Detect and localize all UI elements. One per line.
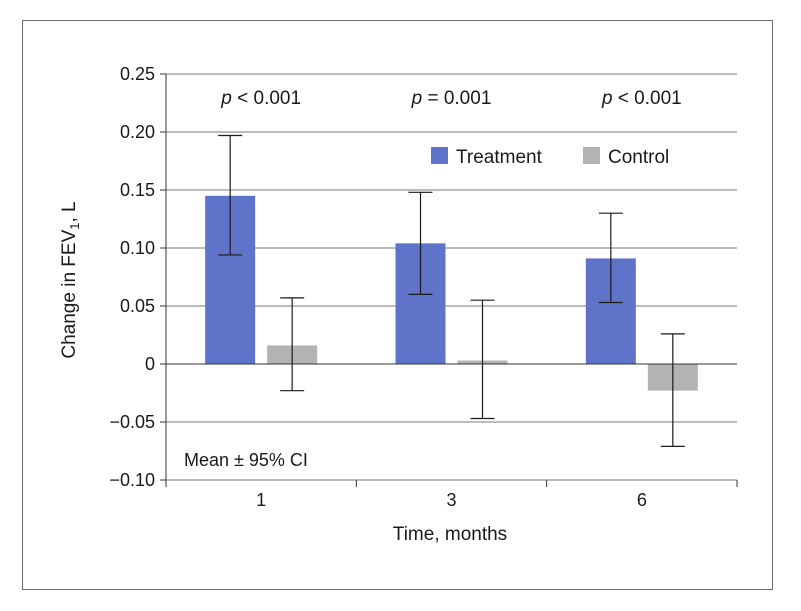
y-tick-label: −0.05 <box>109 412 155 432</box>
legend-swatch-treatment <box>431 147 448 164</box>
axes <box>160 73 738 487</box>
y-tick-label: 0.10 <box>120 238 155 258</box>
y-axis-label: Change in FEV1, L <box>59 201 82 358</box>
p-symbol: p <box>220 88 232 109</box>
p-value-text: < 0.001 <box>613 88 682 109</box>
x-tick-label: 6 <box>637 490 647 510</box>
p-value-annotation: p < 0.001 <box>601 88 682 109</box>
ci-note: Mean ± 95% CI <box>184 450 308 470</box>
p-symbol: p <box>411 88 423 109</box>
chart-frame <box>22 20 773 590</box>
y-tick-label: −0.10 <box>109 470 155 490</box>
p-value-text: = 0.001 <box>422 88 491 109</box>
labels: 0.25 0.20 0.15 0.10 0.05 0 −0.05 −0.10 1 p < 0.00… <box>109 64 681 510</box>
legend-swatch-control <box>583 147 600 164</box>
y-tick-label: 0.20 <box>120 122 155 142</box>
y-tick-label: 0.15 <box>120 180 155 200</box>
x-tick-label: 3 <box>446 490 456 510</box>
x-tick-label: 1 <box>256 490 266 510</box>
p-value-annotation: p < 0.001 <box>220 88 301 109</box>
p-value-text: < 0.001 <box>232 88 301 109</box>
bars <box>205 195 698 391</box>
legend-label-control: Control <box>608 147 669 168</box>
gridlines <box>166 73 737 481</box>
y-tick-label: 0 <box>145 354 155 374</box>
error-bars <box>218 134 685 447</box>
p-value-annotation: p = 0.001 <box>411 88 492 109</box>
y-tick-label: 0.05 <box>120 296 155 316</box>
legend-label-treatment: Treatment <box>456 147 543 168</box>
y-tick-label: 0.25 <box>120 64 155 84</box>
x-axis-label: Time, months <box>393 524 507 545</box>
p-symbol: p <box>601 88 613 109</box>
legend: Treatment Control <box>431 147 669 168</box>
